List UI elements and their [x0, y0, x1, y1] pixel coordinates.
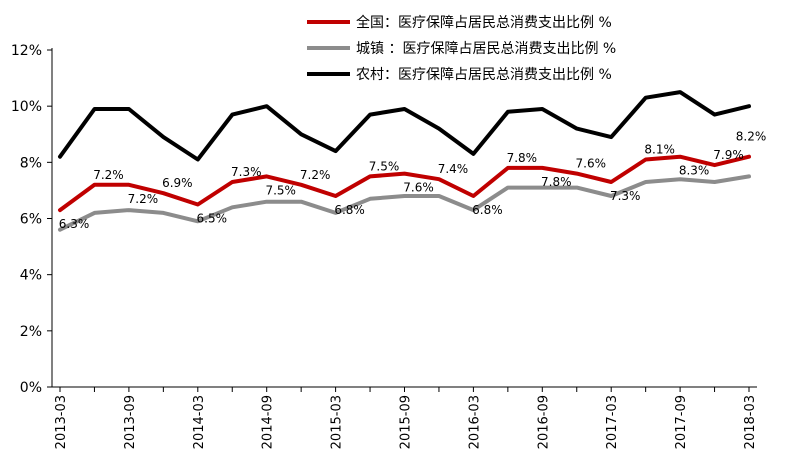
data-label: 7.4%	[438, 162, 469, 176]
y-tick-label: 2%	[20, 324, 42, 340]
y-tick-label: 8%	[20, 155, 42, 171]
x-tick-label: 2013-09	[123, 395, 138, 449]
data-label: 7.8%	[507, 151, 538, 165]
y-tick-label: 4%	[20, 268, 42, 284]
data-label: 7.2%	[128, 192, 159, 206]
x-tick-label: 2016-03	[467, 395, 482, 449]
data-label: 6.9%	[162, 176, 193, 190]
series-layer	[58, 90, 751, 232]
x-tick-label: 2017-09	[674, 395, 689, 449]
x-tick-label: 2013-03	[54, 395, 69, 449]
legend: 全国：医疗保障占居民总消费支出比例 % 城镇 ：医疗保障占居民总消费支出比例 % 农…	[307, 14, 616, 83]
x-tick-label: 2016-09	[536, 395, 551, 449]
y-tick-label: 0%	[20, 380, 42, 396]
data-label: 8.1%	[644, 143, 675, 157]
x-tick-label: 2015-03	[330, 395, 345, 449]
data-label: 7.8%	[541, 175, 572, 189]
data-label: 7.6%	[403, 181, 434, 195]
data-label: 8.3%	[679, 164, 710, 178]
data-label: 7.6%	[576, 157, 607, 171]
y-tick-label: 10%	[11, 99, 42, 115]
data-label: 6.3%	[59, 217, 90, 231]
x-tick-label: 2014-03	[192, 395, 207, 449]
data-labels: 6.3%7.2%7.2%6.9%6.5%7.3%7.5%7.2%6.8%7.5%…	[59, 130, 767, 231]
data-label: 7.5%	[265, 183, 296, 197]
y-tick-label: 12%	[11, 43, 42, 59]
legend-label: 农村：医疗保障占居民总消费支出比例 %	[356, 67, 612, 83]
series-line	[58, 90, 751, 162]
data-label: 7.2%	[300, 168, 331, 182]
data-label: 7.9%	[713, 148, 744, 162]
x-tick-label: 2015-09	[399, 395, 414, 449]
data-label: 6.8%	[472, 203, 503, 217]
series-line	[58, 154, 751, 213]
x-tick-label: 2017-03	[605, 395, 620, 449]
data-label: 7.3%	[610, 189, 641, 203]
data-label: 7.3%	[231, 165, 262, 179]
data-label: 6.5%	[197, 211, 228, 225]
data-label: 6.8%	[334, 203, 365, 217]
data-label: 7.5%	[369, 159, 400, 173]
x-tick-label: 2018-03	[743, 395, 758, 449]
legend-label: 全国：医疗保障占居民总消费支出比例 %	[356, 14, 612, 31]
x-tick-label: 2014-09	[261, 395, 276, 449]
data-label: 7.2%	[93, 168, 124, 182]
y-tick-label: 6%	[20, 212, 42, 228]
series-line	[58, 174, 751, 232]
data-label: 8.2%	[736, 130, 767, 144]
legend-label: 城镇 ：医疗保障占居民总消费支出比例 %	[356, 41, 616, 57]
axes: 0% 2% 4% 6% 8% 10% 12% 2013-03 2013-09 2014-03 201…	[11, 43, 758, 449]
